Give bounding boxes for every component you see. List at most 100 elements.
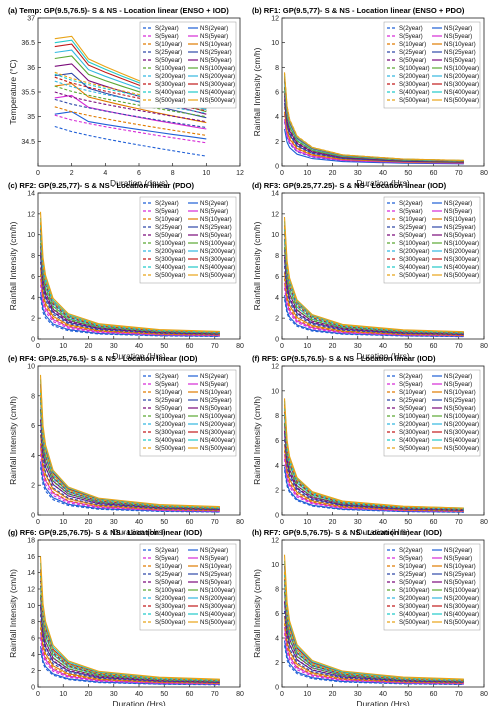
series-line-s-3 [283,610,464,683]
legend-label-s: S(400year) [399,611,430,618]
legend-label-ns: NS(400year) [444,611,479,618]
series-line-ns-0 [283,640,464,685]
legend-label-ns: NS(200year) [200,595,235,602]
x-tick-label: 60 [430,519,438,526]
legend-label-s: S(25year) [399,571,426,578]
legend-label-ns: NS(10year) [444,389,476,396]
y-tick-label: 6 [275,611,279,618]
series-line-s-7 [283,233,464,334]
y-axis-label: Rainfall Intensity (cm/h) [252,221,262,310]
legend-label-s: S(10year) [155,41,182,48]
legend-label-s: S(2year) [399,25,423,32]
legend: S(2year) NS(2year) S(5year) NS(5year) S(10ye… [139,21,237,109]
legend: S(2year) NS(2year) S(5year) NS(5year) S(10ye… [383,369,481,457]
series-line-s-7 [54,76,207,112]
x-tick-label: 10 [59,691,67,698]
x-tick-label: 10 [303,170,311,177]
legend-label-s: S(5year) [399,381,423,388]
legend-label-s: S(5year) [399,555,423,562]
legend-label-ns: NS(400year) [200,437,235,444]
chart-title: (c) RF2: GP(9.25,77)- S & NS - Location … [8,181,195,190]
legend-label-ns: NS(100year) [200,413,235,420]
y-tick-label: 4 [275,295,279,302]
y-tick-label: 12 [271,538,279,545]
x-tick-label: 30 [110,691,118,698]
legend-label-s: S(200year) [155,595,186,602]
series-line-ns-9 [39,211,220,332]
y-tick-label: 4 [31,295,35,302]
legend-label-ns: NS(200year) [444,248,479,255]
chart-title: (a) Temp: GP(9.5,76.5)- S & NS - Locatio… [8,6,229,15]
x-tick-label: 30 [354,170,362,177]
legend-label-s: S(2year) [155,200,179,207]
legend-label-s: S(300year) [399,256,430,263]
legend-label-ns: NS(300year) [444,256,479,263]
y-tick-label: 8 [31,619,35,626]
legend-label-s: S(5year) [155,208,179,215]
legend-label-ns: NS(10year) [200,41,232,48]
legend-label-s: S(5year) [155,33,179,40]
legend-label-s: S(300year) [155,603,186,610]
y-tick-label: 8 [275,253,279,260]
series-line-s-2 [39,443,220,512]
x-tick-label: 20 [85,691,93,698]
legend-label-ns: NS(300year) [200,256,235,263]
y-tick-label: 2 [275,660,279,667]
legend-label-s: S(100year) [399,587,430,594]
legend-label-ns: NS(10year) [200,389,232,396]
legend-label-ns: NS(2year) [200,547,228,554]
x-tick-label: 50 [404,343,412,350]
y-tick-label: 16 [27,554,35,561]
legend-label-ns: NS(2year) [444,547,472,554]
y-tick-label: 6 [31,423,35,430]
chart-title: (h) RF7: GP(9.5,76.75)- S & NS - Locatio… [252,528,442,537]
legend-label-s: S(50year) [399,57,426,64]
y-tick-label: 14 [27,191,35,198]
series-line-ns-1 [283,119,464,164]
x-tick-label: 80 [480,343,488,350]
legend-label-s: S(5year) [155,381,179,388]
legend-label-s: S(50year) [155,405,182,412]
y-tick-label: 14 [271,191,279,198]
legend-label-s: S(10year) [155,563,182,570]
legend-label-ns: NS(400year) [444,264,479,271]
legend-label-s: S(50year) [155,232,182,239]
x-axis-label: Duration (Hrs) [356,178,410,188]
legend-label-s: S(500year) [399,445,430,452]
y-tick-label: 4 [275,463,279,470]
legend-label-ns: NS(25year) [444,571,476,578]
legend-label-s: S(400year) [399,437,430,444]
legend-label-ns: NS(25year) [444,49,476,56]
legend-label-ns: NS(500year) [200,445,235,452]
legend-label-s: S(300year) [399,429,430,436]
legend-label-ns: NS(5year) [200,381,228,388]
x-tick-label: 4 [103,170,107,177]
y-tick-label: 2 [31,483,35,490]
chart-panel-f: (f) RF5: GP(9.5,76.5)- S & NS - Location… [252,354,488,537]
legend-label-s: S(300year) [155,81,186,88]
series-group [283,216,464,338]
legend-label-ns: NS(5year) [200,208,228,215]
series-line-s-1 [54,114,207,144]
legend-label-ns: NS(5year) [444,555,472,562]
legend: S(2year) NS(2year) S(5year) NS(5year) S(10ye… [139,369,237,457]
series-line-s-1 [283,459,464,513]
legend-label-s: S(400year) [399,89,430,96]
y-axis-label: Rainfall Intensity (cm/h) [8,221,18,310]
legend: S(2year) NS(2year) S(5year) NS(5year) S(10ye… [383,21,481,109]
legend-label-ns: NS(50year) [444,232,476,239]
series-line-s-1 [39,453,220,512]
legend-label-ns: NS(5year) [444,381,472,388]
x-tick-label: 20 [85,519,93,526]
legend-label-ns: NS(2year) [200,373,228,380]
series-line-ns-0 [39,646,220,686]
legend-label-s: S(500year) [399,619,430,626]
legend: S(2year) NS(2year) S(5year) NS(5year) S(10ye… [139,543,237,631]
legend-label-s: S(25year) [155,571,182,578]
x-tick-label: 0 [36,343,40,350]
legend-label-ns: NS(300year) [444,81,479,88]
chart-panel-b: (b) RF1: GP(9.5,77)- S & NS - Location l… [252,6,488,188]
series-line-s-6 [39,401,220,509]
legend-label-s: S(100year) [399,240,430,247]
x-tick-label: 30 [110,519,118,526]
